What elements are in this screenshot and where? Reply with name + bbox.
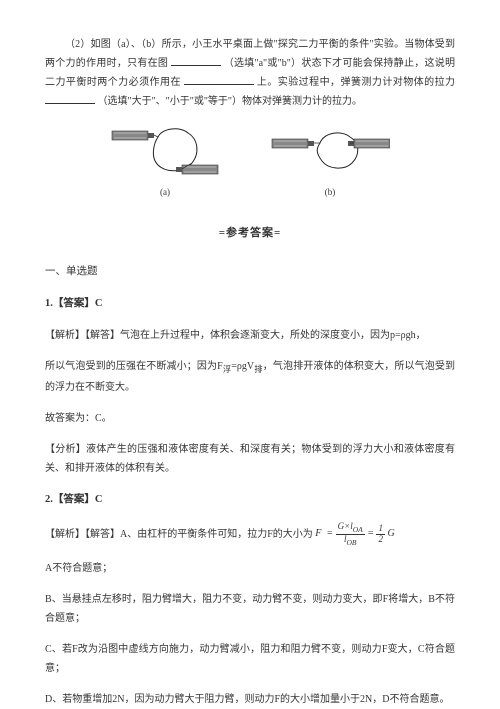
q2-ana-prefix: 【解析】【解答】A、由杠杆的平衡条件可知，拉力F的大小为 (45, 528, 313, 539)
q2-analysis-1: 【解析】【解答】A、由杠杆的平衡条件可知，拉力F的大小为 F = G×lOA l… (45, 522, 455, 547)
blank-3 (45, 93, 95, 104)
q1-sub1: 浮 (223, 365, 232, 374)
blank-1 (171, 55, 221, 66)
section-single-choice: 一、单选题 (45, 262, 455, 282)
q1-l2b: =ρgV (231, 361, 254, 372)
q2-formula: F = G×lOA lOB = 1 2 G (315, 528, 394, 539)
q1-analysis-2: 所以气泡受到的压强在不断减小；因为F浮=ρgV排，气泡排开液体的体积变大，所以气… (45, 357, 455, 397)
answer-divider: =参考答案= (45, 223, 455, 244)
q1-l2a: 所以气泡受到的压强在不断减小；因为F (45, 361, 223, 372)
question2-text: （2）如图（a）、（b）所示，小王水平桌面上做"探究二力平衡的条件"实验。当物体… (45, 35, 455, 111)
q2-hint2: （选填"大于"、"小于"或"等于"）物体对弹簧测力计的拉力。 (98, 96, 363, 107)
q1-analysis-1: 【解析】【解答】气泡在上升过程中，体积会逐渐变大，所处的深度变小，因为p=ρgh… (45, 326, 455, 345)
f-G: G (387, 528, 394, 539)
q2-answer: 2.【答案】C (45, 490, 455, 510)
figure-b-svg (270, 125, 390, 180)
figure-a-label: (a) (160, 184, 170, 201)
f-den-sub: OB (346, 537, 356, 546)
q1-analysis-3: 【分析】液体产生的压强和液体密度有关、和深度有关；物体受到的浮力大小和液体密度有… (45, 440, 455, 478)
frac-1: G×lOA lOB (336, 522, 365, 547)
q1-conclude: 故答案为：C。 (45, 409, 455, 428)
q1-answer: 1.【答案】C (45, 294, 455, 314)
q2-optA: A不符合题意； (45, 559, 455, 578)
f-F: F (315, 528, 321, 539)
f-num-sub: OA (353, 524, 363, 533)
f-num: G×l (338, 521, 353, 531)
figures-row: (a) (b) (45, 125, 455, 201)
frac-2: 1 2 (376, 524, 385, 545)
q2-optD: D、若物重增加2N，因为动力臂大于阻力臂，则动力F的大小增加量小于2N，D不符合… (45, 690, 455, 709)
figure-a: (a) (110, 125, 220, 201)
f-half-den: 2 (376, 535, 385, 545)
q2-optC: C、若F改为沿图中虚线方向施力，动力臂减小，阻力和阻力臂不变，则动力F变大，C符… (45, 640, 455, 678)
figure-b-label: (b) (325, 184, 336, 201)
f-eq2: = (367, 528, 374, 539)
figure-a-svg (110, 125, 220, 180)
q2-mid2: 上。实验过程中，弹簧测力计对物体的拉力 (257, 77, 455, 88)
blank-2 (184, 74, 254, 85)
q1-sub2: 排 (254, 365, 263, 374)
figure-b: (b) (270, 125, 390, 201)
f-eq: = (326, 528, 333, 539)
q2-optB: B、当悬挂点左移时，阻力臂增大，阻力不变，动力臂不变，则动力变大，即F将增大，B… (45, 590, 455, 628)
